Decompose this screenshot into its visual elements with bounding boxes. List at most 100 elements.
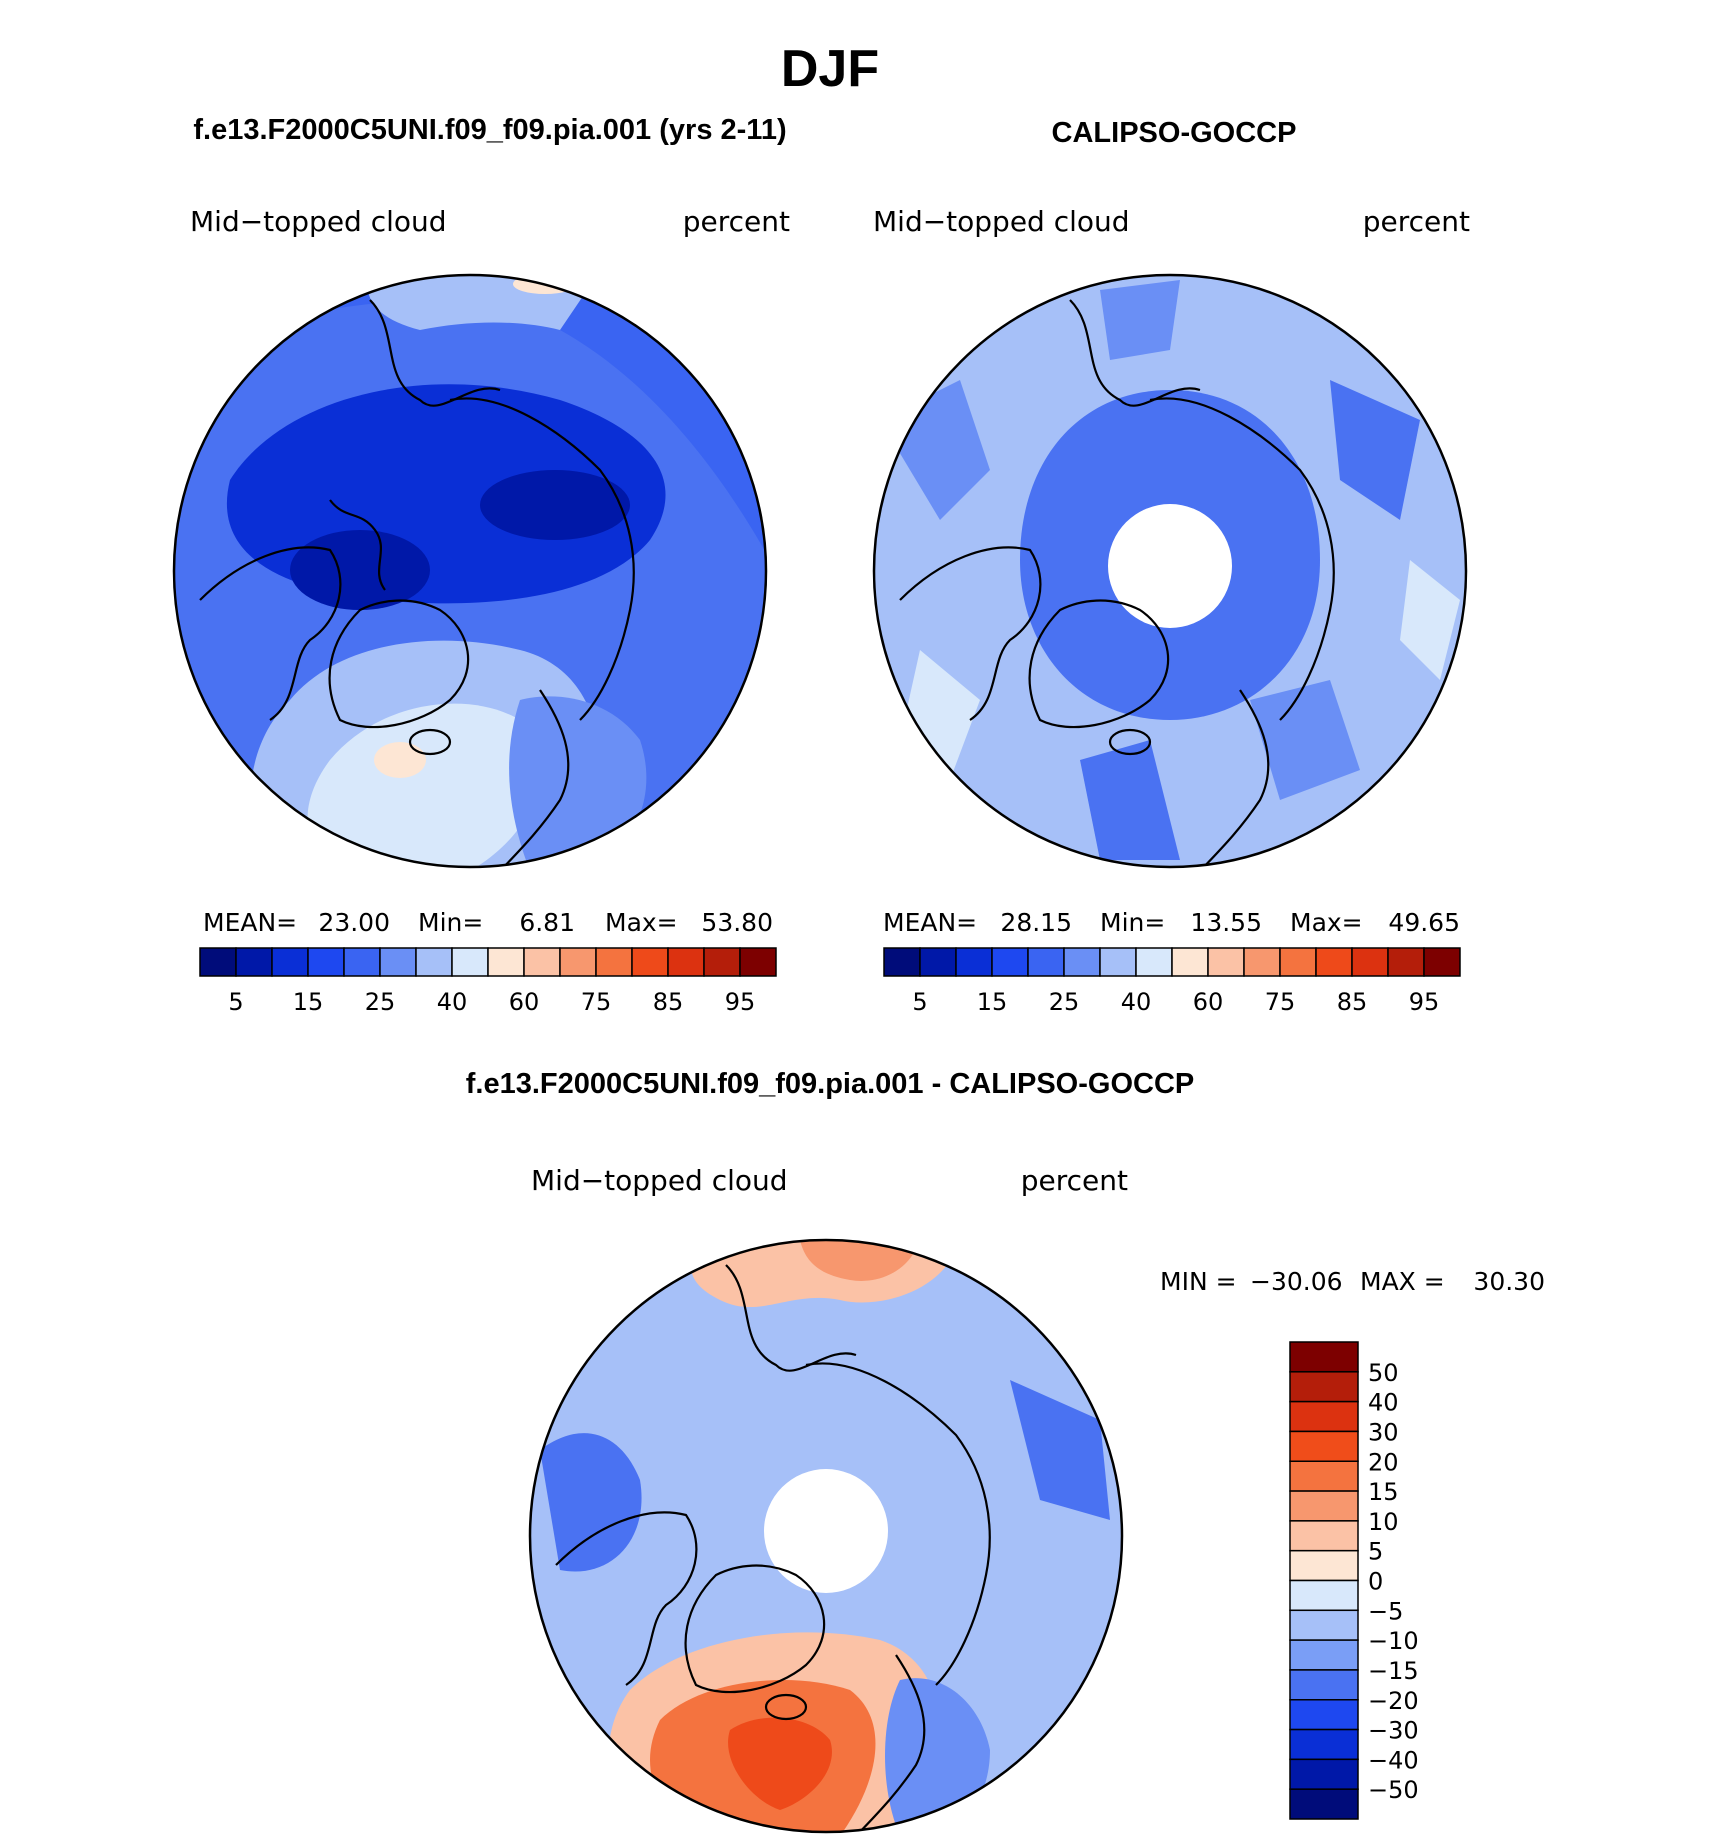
colorbar-tick-label: 75 xyxy=(1265,988,1296,1016)
map-diff-boundary xyxy=(528,1238,1124,1834)
map-diff-pacific-strong xyxy=(800,1240,920,1281)
map-obs-coastlines xyxy=(899,299,1335,867)
colorbar-swatch xyxy=(955,947,993,977)
panel-obs-title: CALIPSO-GOCCP xyxy=(1052,117,1297,149)
coast-alaska xyxy=(369,299,501,407)
colorbar-tick-label: −5 xyxy=(1368,1597,1403,1625)
coast-canada-diff xyxy=(555,1511,698,1686)
stats-model-max: 53.80 xyxy=(701,908,773,937)
colorbar-swatch xyxy=(595,947,633,977)
stats-obs-min: 13.55 xyxy=(1190,908,1262,937)
colorbar-tick-label: −30 xyxy=(1368,1717,1419,1745)
colorbar-tick-label: −50 xyxy=(1368,1776,1419,1804)
colorbar-swatch xyxy=(1289,1788,1359,1820)
colorbar-swatch xyxy=(1387,947,1425,977)
colorbar-swatch xyxy=(1063,947,1101,977)
coast-scandinavia xyxy=(499,689,570,867)
map-model-coastlines xyxy=(199,299,635,867)
colorbar-tick-label: 5 xyxy=(1368,1538,1383,1566)
stats-obs-max: 49.65 xyxy=(1388,908,1460,937)
colorbar-swatch xyxy=(307,947,345,977)
stats-model-min-label: Min= xyxy=(418,908,483,937)
coast-iceland-obs xyxy=(1108,728,1152,756)
stats-model-min: 6.81 xyxy=(519,908,575,937)
map-model-atlantic-lighter xyxy=(307,703,541,867)
colorbar-swatch xyxy=(523,947,561,977)
map-diff-negative-west xyxy=(540,1433,642,1572)
map-obs-patch-3 xyxy=(1080,740,1180,860)
stats-diff-max-label: MAX = xyxy=(1360,1267,1445,1296)
colorbar-swatch xyxy=(1289,1549,1359,1582)
colorbar-tick-label: −10 xyxy=(1368,1627,1419,1655)
colorbar-swatch xyxy=(379,947,417,977)
colorbar-swatch xyxy=(487,947,525,977)
colorbar-swatch xyxy=(1289,1371,1359,1403)
colorbar-tick-label: 25 xyxy=(365,988,396,1016)
map-model-outer-band xyxy=(174,275,766,560)
map-obs-patch-7 xyxy=(1400,560,1460,680)
stats-diff: MIN = −30.06 MAX = 30.30 xyxy=(1160,1267,1545,1296)
stats-obs: MEAN= 28.15 Min= 13.55 Max= 49.65 xyxy=(883,908,1460,937)
colorbar-tick-label: −20 xyxy=(1368,1687,1419,1715)
colorbar-tick-label: 40 xyxy=(1368,1389,1399,1417)
stats-model-mean-label: MEAN= xyxy=(203,908,297,937)
colorbar-tick-label: 60 xyxy=(1193,988,1224,1016)
map-model-scandinavia xyxy=(509,696,647,867)
coast-alaska-diff xyxy=(725,1264,857,1372)
colorbar-tick-label: 40 xyxy=(437,988,468,1016)
map-diff xyxy=(530,1240,1122,1832)
map-diff-negative-east xyxy=(1010,1380,1110,1520)
colorbar-swatch xyxy=(883,947,921,977)
stats-model-mean: 23.00 xyxy=(318,908,390,937)
colorbar-swatch xyxy=(1099,947,1137,977)
coast-greenland-obs xyxy=(1028,599,1170,729)
map-obs-boundary xyxy=(872,273,1468,869)
colorbar-swatch xyxy=(415,947,453,977)
colorbar-swatch xyxy=(1315,947,1353,977)
coast-siberia-obs xyxy=(1149,397,1335,721)
panel-diff: f.e13.F2000C5UNI.f09_f09.pia.001 - CALIP… xyxy=(466,1068,1545,1834)
colorbar-tick-label: 15 xyxy=(1368,1478,1399,1506)
colorbar-tick-label: 60 xyxy=(509,988,540,1016)
stats-model: MEAN= 23.00 Min= 6.81 Max= 53.80 xyxy=(203,908,773,937)
stats-diff-max: 30.30 xyxy=(1473,1267,1545,1296)
stats-diff-min-label: MIN = xyxy=(1160,1267,1237,1296)
colorbar-swatch xyxy=(1289,1400,1359,1433)
stats-obs-max-label: Max= xyxy=(1290,908,1363,937)
panel-model-units: percent xyxy=(683,205,790,238)
colorbar-tick-label: 40 xyxy=(1121,988,1152,1016)
colorbar-tick-label: 95 xyxy=(725,988,756,1016)
figure-title: DJF xyxy=(781,40,879,98)
panel-obs: CALIPSO-GOCCP Mid−topped cloud percent M… xyxy=(872,117,1470,1016)
stats-obs-mean-label: MEAN= xyxy=(883,908,977,937)
colorbar-swatch xyxy=(451,947,489,977)
map-model-darkest-core-2 xyxy=(480,470,630,540)
panel-diff-variable: Mid−topped cloud xyxy=(531,1164,788,1197)
panel-diff-title: f.e13.F2000C5UNI.f09_f09.pia.001 - CALIP… xyxy=(466,1068,1194,1100)
panel-obs-units: percent xyxy=(1363,205,1470,238)
coast-canada xyxy=(199,546,342,721)
coast-archipelago xyxy=(329,499,386,591)
colorbar-tick-label: 10 xyxy=(1368,1508,1399,1536)
map-diff-atlantic-core xyxy=(728,1717,832,1810)
map-model-darkest-core xyxy=(290,530,430,610)
map-model-iceland-peach xyxy=(374,742,426,778)
panel-model-title: f.e13.F2000C5UNI.f09_f09.pia.001 (yrs 2-… xyxy=(193,114,786,146)
panel-model-variable: Mid−topped cloud xyxy=(190,205,447,238)
colorbar-swatch xyxy=(1243,947,1281,977)
coast-greenland xyxy=(328,599,470,729)
colorbar-swatch xyxy=(559,947,597,977)
colorbar-tick-label: 25 xyxy=(1049,988,1080,1016)
coast-scandinavia-obs xyxy=(1199,689,1270,867)
colorbar-tick-label: 0 xyxy=(1368,1568,1383,1596)
colorbar-swatch xyxy=(271,947,309,977)
colorbar-tick-label: 15 xyxy=(977,988,1008,1016)
colorbar-swatch xyxy=(1351,947,1389,977)
panel-diff-units: percent xyxy=(1021,1164,1128,1197)
coast-iceland-diff xyxy=(764,1693,808,1721)
map-diff-missing-pole xyxy=(764,1469,888,1593)
colorbar-obs: 5 15 25 40 60 75 85 95 xyxy=(883,947,1461,1016)
colorbar-swatch xyxy=(991,947,1029,977)
coast-scandinavia-diff xyxy=(855,1654,926,1832)
